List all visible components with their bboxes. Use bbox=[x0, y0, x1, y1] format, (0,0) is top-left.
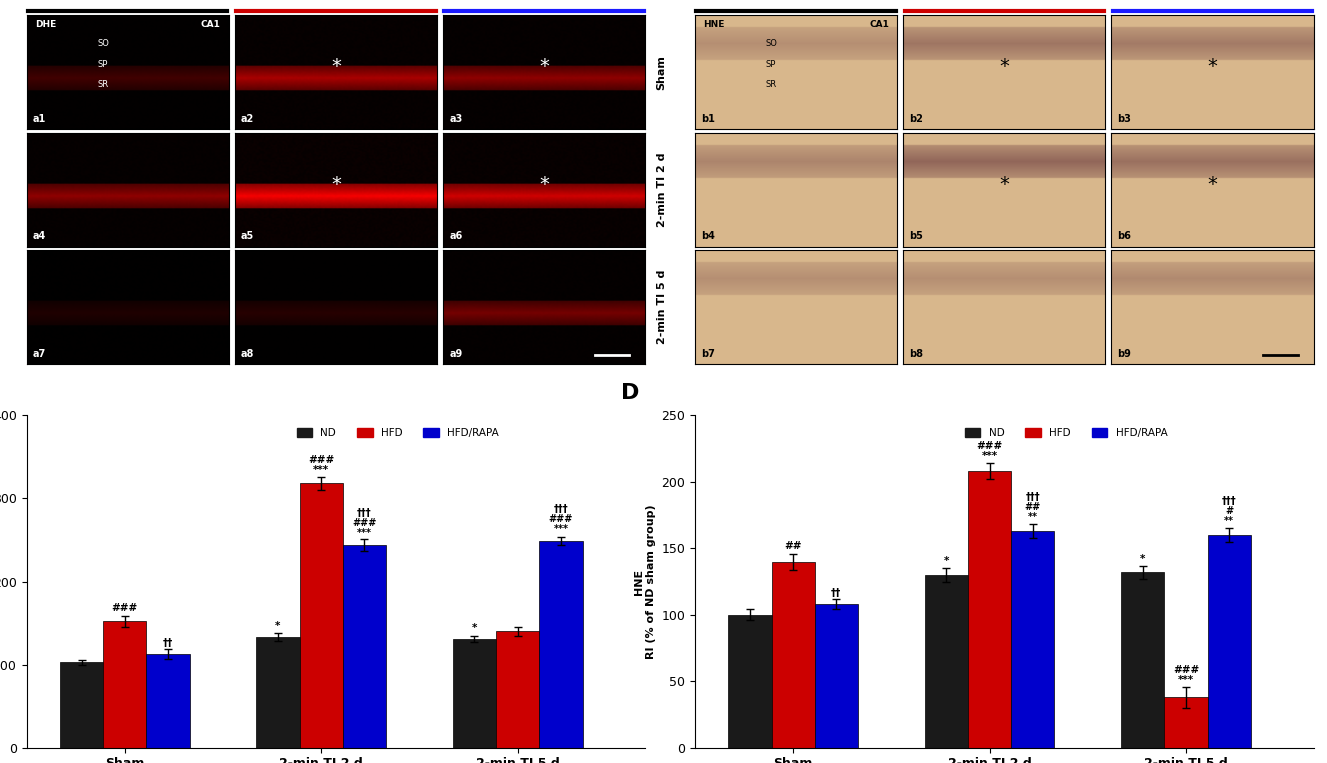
Text: b6: b6 bbox=[1117, 231, 1132, 241]
Text: †††
###
***: ††† ### *** bbox=[549, 504, 573, 534]
Text: Sham: Sham bbox=[657, 55, 666, 90]
Text: †††
###
***: ††† ### *** bbox=[352, 508, 377, 539]
Bar bbox=[1208, 535, 1251, 748]
Text: b3: b3 bbox=[1117, 114, 1132, 124]
Text: a6: a6 bbox=[450, 231, 463, 241]
Bar bbox=[1011, 531, 1055, 748]
Text: CA1: CA1 bbox=[200, 20, 220, 29]
Text: *: * bbox=[330, 57, 341, 76]
Bar bbox=[146, 654, 190, 748]
Text: SP: SP bbox=[766, 60, 776, 69]
Text: HNE: HNE bbox=[703, 20, 725, 29]
Text: SR: SR bbox=[766, 80, 776, 89]
Text: b5: b5 bbox=[909, 231, 924, 241]
Text: a8: a8 bbox=[242, 349, 255, 359]
Bar bbox=[1164, 697, 1208, 748]
Bar bbox=[104, 621, 146, 748]
Bar bbox=[1121, 572, 1164, 748]
Bar bbox=[60, 662, 104, 748]
Text: ††: †† bbox=[163, 638, 173, 648]
Text: b9: b9 bbox=[1117, 349, 1132, 359]
Text: SP: SP bbox=[97, 60, 107, 69]
Bar bbox=[453, 639, 496, 748]
Bar bbox=[729, 615, 771, 748]
Text: a4: a4 bbox=[33, 231, 46, 241]
Text: *: * bbox=[539, 57, 549, 76]
Text: ###
***: ### *** bbox=[1173, 665, 1200, 685]
Text: a7: a7 bbox=[33, 349, 46, 359]
Bar bbox=[496, 632, 539, 748]
Text: DHE: DHE bbox=[35, 20, 56, 29]
Text: D: D bbox=[621, 383, 640, 403]
Text: *: * bbox=[1208, 175, 1218, 194]
Text: a1: a1 bbox=[33, 114, 46, 124]
Text: a5: a5 bbox=[242, 231, 255, 241]
Text: SR: SR bbox=[97, 80, 109, 89]
Bar bbox=[967, 472, 1011, 748]
Text: *: * bbox=[539, 175, 549, 194]
Text: b7: b7 bbox=[701, 349, 715, 359]
Text: ###
***: ### *** bbox=[977, 440, 1003, 461]
Text: *: * bbox=[1140, 554, 1145, 565]
Text: ##: ## bbox=[784, 541, 802, 551]
Text: SO: SO bbox=[97, 39, 109, 48]
Text: SO: SO bbox=[766, 39, 778, 48]
Bar bbox=[256, 637, 300, 748]
Legend: ND, HFD, HFD/RAPA: ND, HFD, HFD/RAPA bbox=[961, 424, 1172, 443]
Text: 2-min TI 5 d: 2-min TI 5 d bbox=[657, 270, 666, 344]
Text: *: * bbox=[999, 175, 1010, 194]
Bar bbox=[771, 562, 815, 748]
Text: *: * bbox=[943, 555, 949, 565]
Text: *: * bbox=[330, 175, 341, 194]
Text: b4: b4 bbox=[701, 231, 715, 241]
Text: *: * bbox=[999, 57, 1010, 76]
Text: *: * bbox=[1208, 57, 1218, 76]
Text: 2-min TI 2 d: 2-min TI 2 d bbox=[657, 153, 666, 227]
Bar bbox=[342, 545, 386, 748]
Y-axis label: HNE
RI (% of ND sham group): HNE RI (% of ND sham group) bbox=[634, 504, 656, 659]
Text: b1: b1 bbox=[701, 114, 715, 124]
Text: b8: b8 bbox=[909, 349, 924, 359]
Text: b2: b2 bbox=[909, 114, 924, 124]
Text: ###: ### bbox=[111, 603, 138, 613]
Text: *: * bbox=[275, 621, 281, 632]
Bar bbox=[300, 484, 342, 748]
Bar bbox=[539, 541, 583, 748]
Text: †††
#
**: ††† # ** bbox=[1222, 496, 1237, 526]
Legend: ND, HFD, HFD/RAPA: ND, HFD, HFD/RAPA bbox=[292, 424, 503, 443]
Text: a2: a2 bbox=[242, 114, 255, 124]
Text: a3: a3 bbox=[450, 114, 463, 124]
Text: ###
***: ### *** bbox=[308, 456, 334, 475]
Text: †††
##
**: ††† ## ** bbox=[1024, 491, 1040, 522]
Text: CA1: CA1 bbox=[869, 20, 889, 29]
Text: *: * bbox=[472, 623, 478, 633]
Bar bbox=[815, 604, 859, 748]
Bar bbox=[925, 575, 967, 748]
Text: ††: †† bbox=[831, 588, 841, 597]
Text: a9: a9 bbox=[450, 349, 463, 359]
